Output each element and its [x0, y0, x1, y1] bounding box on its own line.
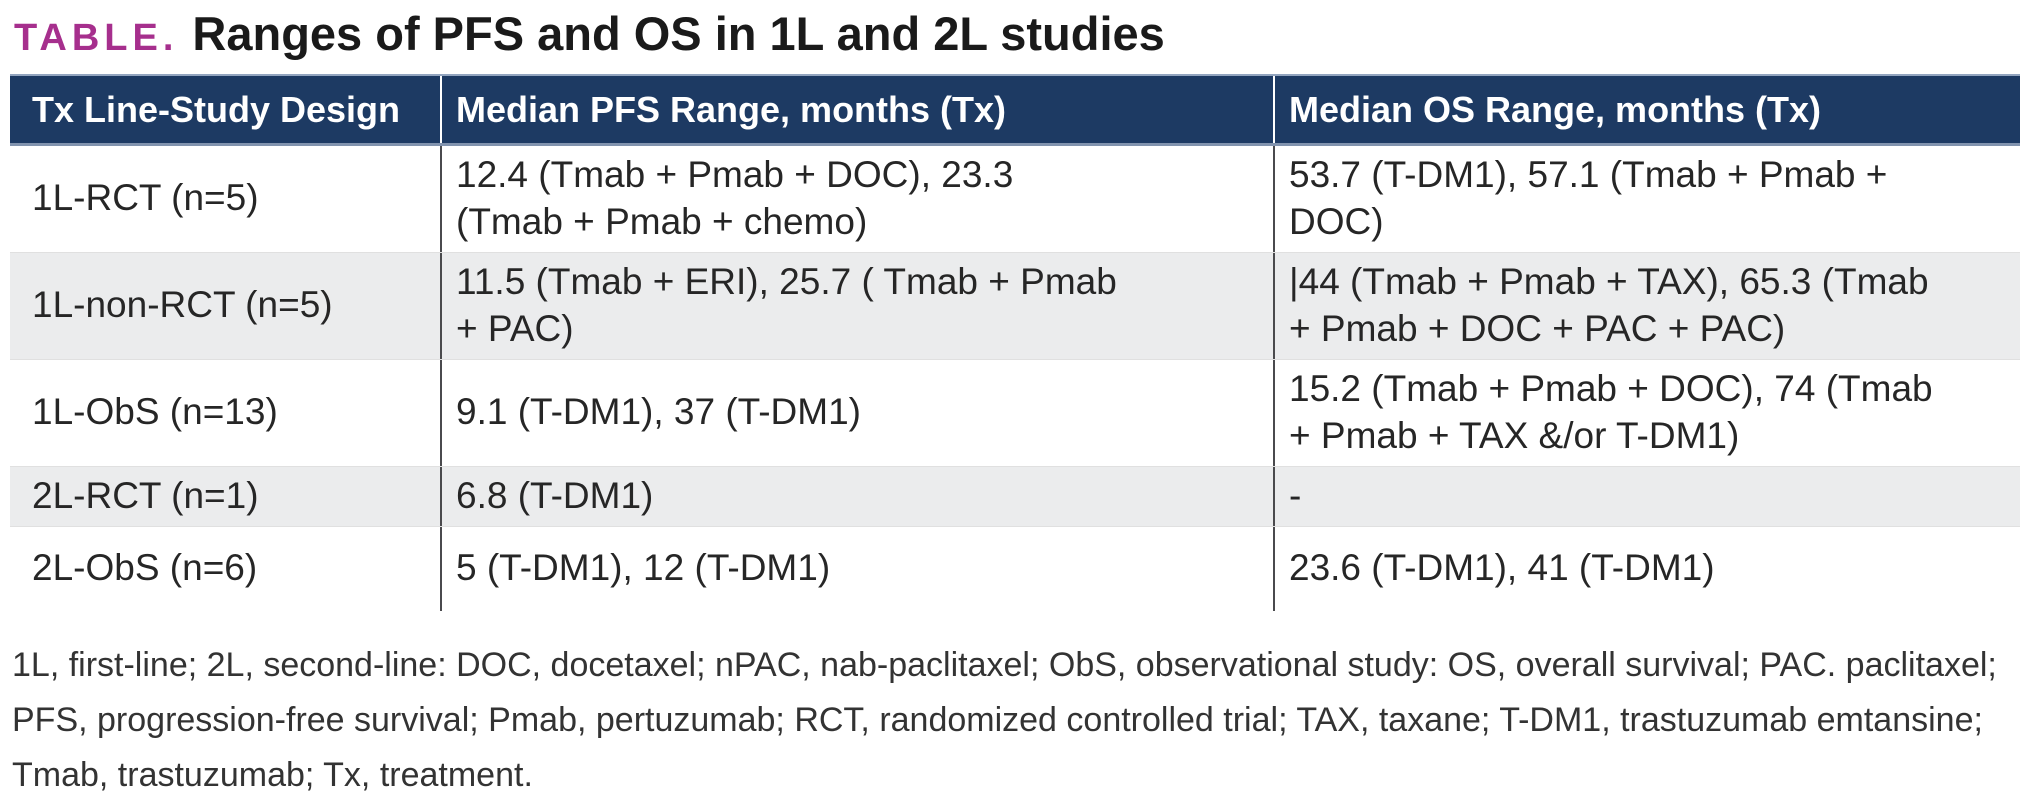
table-label: TABLE.	[14, 17, 179, 59]
table-row: 1L-non-RCT (n=5) 11.5 (Tmab + ERI), 25.7…	[10, 251, 2020, 359]
abbreviations-footnote: 1L, first-line; 2L, second-line: DOC, do…	[12, 645, 1997, 795]
table-row: 2L-ObS (n=6) 5 (T-DM1), 12 (T-DM1) 23.6 …	[10, 525, 2020, 611]
table-title-text: Ranges of PFS and OS in 1L and 2L studie…	[192, 7, 1165, 60]
table-title: TABLE. Ranges of PFS and OS in 1L and 2L…	[14, 6, 2038, 61]
cell-pfs-2l-obs: 5 (T-DM1), 12 (T-DM1)	[440, 526, 1273, 611]
page: TABLE. Ranges of PFS and OS in 1L and 2L…	[0, 6, 2038, 794]
table-body: 1L-RCT (n=5) 12.4 (Tmab + Pmab + DOC), 2…	[10, 146, 2020, 611]
table-row: 1L-ObS (n=13) 9.1 (T-DM1), 37 (T-DM1) 15…	[10, 358, 2020, 466]
cell-os-2l-obs: 23.6 (T-DM1), 41 (T-DM1)	[1273, 526, 2020, 611]
cell-os-1l-rct: 53.7 (T-DM1), 57.1 (Tmab + Pmab + DOC)	[1273, 146, 2020, 252]
cell-pfs-1l-non-rct: 11.5 (Tmab + ERI), 25.7 ( Tmab + Pmab + …	[440, 252, 1273, 359]
table-row: 2L-RCT (n=1) 6.8 (T-DM1) -	[10, 465, 2020, 526]
cell-pfs-2l-rct: 6.8 (T-DM1)	[440, 466, 1273, 526]
cell-pfs-1l-rct: 12.4 (Tmab + Pmab + DOC), 23.3 (Tmab + P…	[440, 146, 1273, 252]
column-header-median-pfs-range: Median PFS Range, months (Tx)	[440, 76, 1273, 143]
cell-os-1l-non-rct: |44 (Tmab + Pmab + TAX), 65.3 (Tmab + Pm…	[1273, 252, 2020, 359]
table-header-row: Tx Line-Study Design Median PFS Range, m…	[10, 74, 2020, 146]
column-header-tx-line-study-design: Tx Line-Study Design	[32, 88, 401, 130]
column-header-median-os-range: Median OS Range, months (Tx)	[1273, 76, 2020, 143]
cell-design-2l-obs: 2L-ObS (n=6)	[32, 547, 258, 589]
pfs-os-table: Tx Line-Study Design Median PFS Range, m…	[10, 74, 2020, 611]
cell-os-2l-rct: -	[1273, 466, 2020, 526]
cell-design-1l-rct: 1L-RCT (n=5)	[32, 177, 259, 219]
cell-design-1l-obs: 1L-ObS (n=13)	[32, 391, 278, 433]
cell-design-2l-rct: 2L-RCT (n=1)	[32, 474, 259, 516]
cell-pfs-1l-obs: 9.1 (T-DM1), 37 (T-DM1)	[440, 359, 1273, 466]
cell-os-1l-obs: 15.2 (Tmab + Pmab + DOC), 74 (Tmab + Pma…	[1273, 359, 2020, 466]
table-row: 1L-RCT (n=5) 12.4 (Tmab + Pmab + DOC), 2…	[10, 146, 2020, 252]
cell-design-1l-non-rct: 1L-non-RCT (n=5)	[32, 284, 333, 326]
